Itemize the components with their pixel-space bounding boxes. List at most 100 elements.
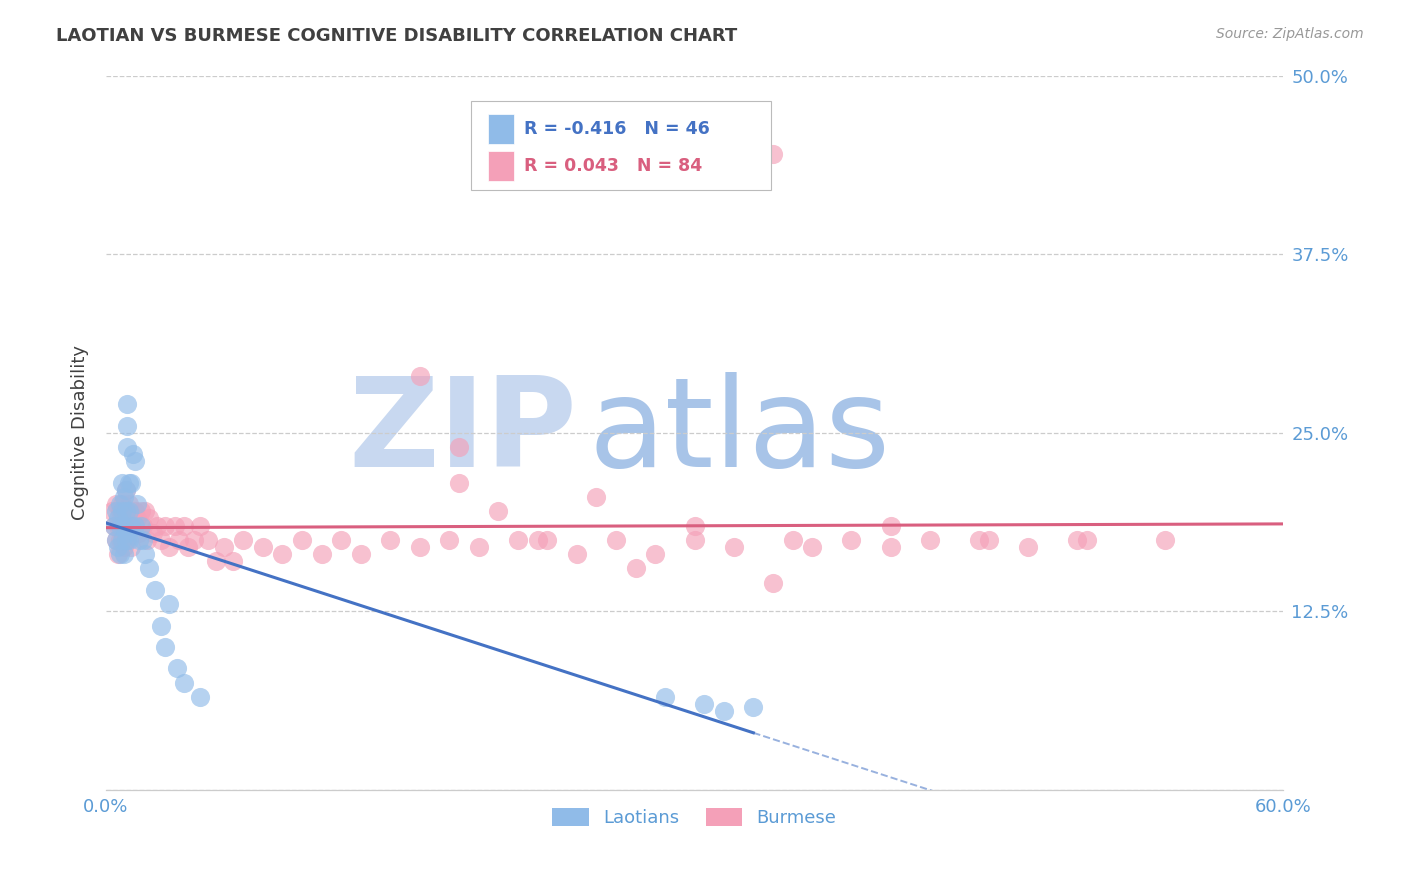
Point [120, 511, 142, 525]
Text: Source: ZipAtlas.com: Source: ZipAtlas.com [1216, 27, 1364, 41]
Point [132, 533, 155, 547]
Point [157, 540, 180, 554]
Point [114, 483, 136, 497]
Point [188, 690, 211, 704]
Bar [488, 114, 515, 144]
Point [330, 533, 353, 547]
Point [1154, 533, 1177, 547]
Point [967, 533, 990, 547]
Legend: Laotians, Burmese: Laotians, Burmese [546, 801, 844, 835]
Point [101, 504, 124, 518]
Point [136, 533, 159, 547]
Point [128, 533, 150, 547]
Point [114, 504, 136, 518]
Point [143, 582, 166, 597]
Point [197, 533, 219, 547]
Point [112, 518, 135, 533]
Point [605, 533, 627, 547]
Point [654, 690, 676, 704]
Point [104, 504, 127, 518]
Point [138, 511, 160, 525]
Point [122, 447, 145, 461]
Point [762, 575, 785, 590]
Point [204, 554, 226, 568]
Point [723, 540, 745, 554]
Point [449, 475, 471, 490]
Point [108, 547, 131, 561]
Point [183, 533, 205, 547]
Point [880, 540, 903, 554]
Point [782, 533, 804, 547]
Point [118, 475, 141, 490]
Point [124, 518, 146, 533]
Point [114, 483, 136, 497]
Point [114, 518, 136, 533]
Point [114, 533, 136, 547]
Point [104, 533, 127, 547]
Point [173, 675, 195, 690]
Point [112, 490, 135, 504]
Point [118, 525, 141, 540]
Point [124, 504, 146, 518]
Point [107, 540, 129, 554]
Point [565, 547, 588, 561]
Point [110, 475, 132, 490]
Point [110, 533, 132, 547]
Point [212, 540, 235, 554]
Point [110, 497, 132, 511]
Point [536, 533, 558, 547]
Point [138, 561, 160, 575]
Point [124, 454, 146, 468]
Point [108, 533, 131, 547]
Text: LAOTIAN VS BURMESE COGNITIVE DISABILITY CORRELATION CHART: LAOTIAN VS BURMESE COGNITIVE DISABILITY … [56, 27, 738, 45]
Point [122, 518, 145, 533]
Point [506, 533, 529, 547]
Point [188, 518, 211, 533]
Point [127, 511, 149, 525]
Point [120, 475, 142, 490]
Point [129, 518, 152, 533]
Point [128, 525, 150, 540]
Y-axis label: Cognitive Disability: Cognitive Disability [72, 345, 89, 520]
Point [486, 504, 509, 518]
Point [742, 700, 765, 714]
Point [1076, 533, 1098, 547]
Point [117, 397, 139, 411]
Point [167, 533, 190, 547]
Point [117, 418, 139, 433]
Point [132, 518, 155, 533]
Point [104, 497, 127, 511]
Point [173, 518, 195, 533]
Bar [488, 151, 515, 181]
Point [880, 518, 903, 533]
Point [118, 533, 141, 547]
Point [129, 504, 152, 518]
Point [166, 661, 188, 675]
Point [153, 518, 176, 533]
Text: R = -0.416   N = 46: R = -0.416 N = 46 [524, 120, 710, 137]
Point [918, 533, 941, 547]
Point [134, 547, 156, 561]
Point [409, 368, 432, 383]
Point [118, 497, 141, 511]
Point [439, 533, 461, 547]
Point [380, 533, 402, 547]
Point [153, 640, 176, 654]
Point [693, 697, 716, 711]
Point [977, 533, 1000, 547]
Point [683, 518, 706, 533]
Point [585, 490, 607, 504]
Point [762, 147, 785, 161]
Point [232, 533, 254, 547]
Point [107, 511, 129, 525]
Point [108, 518, 131, 533]
Point [467, 540, 489, 554]
Point [134, 504, 156, 518]
Point [108, 497, 131, 511]
Point [841, 533, 863, 547]
Point [120, 540, 142, 554]
Point [624, 561, 647, 575]
Point [149, 533, 172, 547]
FancyBboxPatch shape [471, 101, 770, 190]
Point [222, 554, 245, 568]
